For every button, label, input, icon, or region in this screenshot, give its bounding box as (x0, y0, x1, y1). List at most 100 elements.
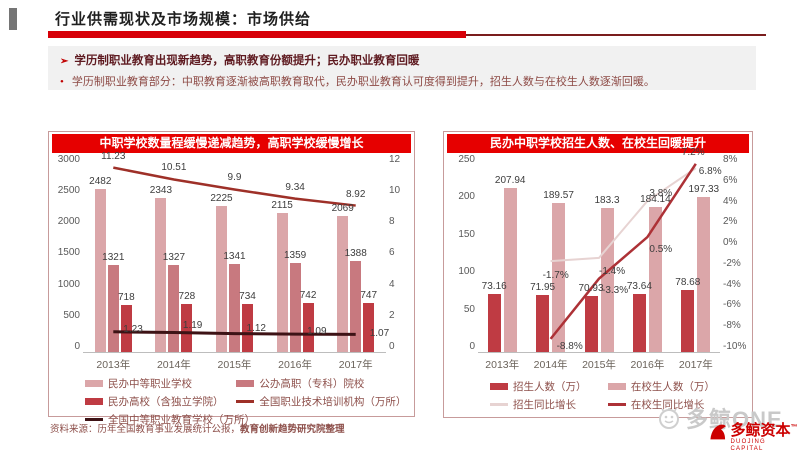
axis-tick: 1000 (57, 278, 80, 290)
axis-tick: 6 (389, 247, 395, 259)
legend-label: 全国职业技术培训机构（万所） (259, 396, 407, 408)
bar-value-label: 207.94 (494, 175, 526, 187)
line-value-label: -3.3% (602, 284, 629, 296)
legend-item: 民办中等职业学校 (85, 376, 236, 391)
line-value-label: 3.8% (649, 187, 673, 199)
bar-value-label: 197.33 (688, 183, 720, 195)
line-value-label: 1.07 (369, 328, 390, 340)
bar-segment (600, 207, 614, 352)
axis-tick: 6% (723, 174, 738, 186)
headline-bullet: ➢ 学历制职业教育出现新趋势，高职教育份额提升；民办职业教育回暖 (60, 52, 744, 68)
brand-name: 多鲸资本™ (731, 420, 800, 439)
source-note: 资料来源：历年全国教育事业发展统计公报，教育创新趋势研究院整理 (50, 421, 345, 435)
bar-segment (155, 198, 167, 352)
axis-tick: 4% (723, 195, 738, 207)
legend-item: 在校生同比增长 (607, 397, 726, 412)
axis-tick: 0% (723, 237, 738, 249)
page-title: 行业供需现状及市场规模：市场供给 (55, 12, 312, 28)
line-value-label: 11.23 (101, 150, 126, 162)
bar-value-label: 71.95 (530, 282, 556, 294)
legend-line-swatch (85, 418, 103, 421)
right-chart: 民办中职学校招生人数、在校生回暖提升 250 200 150 100 50 0 73.16 71… (443, 131, 753, 418)
bar-value-label: 728 (178, 291, 196, 303)
axis-tick: 2500 (57, 185, 80, 197)
title-underline-thick (48, 31, 466, 38)
bar-value-label: 2343 (149, 185, 173, 197)
legend-item: 民办高校（含独立学院） (85, 394, 236, 409)
legend-line-swatch (236, 400, 255, 403)
source-bold: 教育创新趋势研究院整理 (240, 425, 345, 435)
legend-item: 招生人数（万） (490, 379, 608, 394)
axis-tick: -6% (723, 299, 741, 311)
legend-label: 在校生人数（万） (630, 381, 715, 393)
bar-segment (584, 296, 598, 352)
axis-tick: 3000 (57, 154, 80, 165)
x-axis-label: 2017年 (338, 359, 373, 371)
bar-value-label: 1341 (223, 250, 246, 262)
legend-item: 公办高职（专科）院校 (236, 376, 387, 391)
legend-label: 招生人数（万） (513, 381, 587, 393)
chart-plot-row: 3000 2500 2000 1500 1000 500 0 2482 2343 2225 2115… (49, 151, 414, 353)
chart-plot-row: 250 200 150 100 50 0 73.16 71.95 70.93 73.64 78.68… (444, 147, 752, 353)
bar-segment (94, 189, 106, 352)
axis-tick: -10% (723, 340, 747, 352)
axis-tick: 500 (63, 309, 80, 321)
bar-value-label: 189.57 (543, 189, 574, 201)
legend-item: 全国中等职业教育学校（万所） (85, 412, 255, 427)
right-axis: 8% 6% 4% 2% 0% -2% -4% -6% -8% -10% (720, 155, 748, 352)
x-axis-label: 2015年 (582, 359, 616, 371)
axis-tick: -8% (723, 320, 741, 332)
axis-tick: 50 (463, 303, 475, 315)
axis-tick: 200 (458, 191, 475, 203)
brand-subtitle: DUOJING CAPITAL (730, 439, 766, 450)
source-prefix: 资料来源：历年全国教育事业发展统计公报， (50, 425, 241, 435)
axis-tick: 2000 (57, 216, 80, 228)
line-value-label: 6.8% (698, 166, 722, 178)
legend: 招生人数（万） 在校生人数（万） 招生同比增长 在校生同比增长 (444, 379, 752, 415)
bar-segment (350, 260, 362, 352)
x-axis-label: 2013年 (96, 359, 131, 371)
legend: 民办中等职业学校 公办高职（专科）院校 民办高校（含独立学院） 全国职业技术培训机构（… (49, 376, 414, 430)
x-axis-label: 2014年 (156, 359, 191, 371)
bar-segment (168, 264, 180, 352)
bar-value-label: 742 (299, 290, 317, 302)
axis-tick: 8 (389, 216, 395, 228)
legend-bar-swatch (236, 380, 255, 387)
line-value-label: 1.23 (123, 323, 143, 335)
bar-segment (681, 290, 695, 352)
legend-item: 在校生人数（万） (607, 379, 726, 394)
chart-title: 民办中职学校招生人数、在校生回暖提升 (447, 134, 749, 153)
bar-value-label: 747 (360, 289, 378, 301)
axis-tick: 12 (389, 154, 401, 165)
x-axis-label: 2017年 (678, 359, 713, 371)
axis-tick: 150 (458, 228, 475, 240)
axis-tick: 2% (723, 216, 738, 228)
smiley-icon (659, 408, 679, 429)
bar-segment (536, 295, 550, 352)
bar-segment (276, 213, 288, 352)
bar-segment (229, 263, 240, 352)
axis-tick: 100 (458, 266, 475, 278)
summary-box: ➢ 学历制职业教育出现新趋势，高职教育份额提升；民办职业教育回暖 • 学历制职业教育… (48, 46, 756, 90)
line-value-label: 7.2% (681, 146, 705, 158)
axis-tick: 8% (723, 154, 738, 165)
title-underline-thin (466, 34, 766, 36)
x-axis-label: 2013年 (485, 359, 520, 371)
headline-text: 学历制职业教育出现新趋势，高职教育份额提升；民办职业教育回暖 (74, 55, 420, 67)
line-value-label: -8.8% (556, 340, 583, 352)
axis-tick: 4 (389, 278, 395, 290)
axis-tick: -4% (723, 278, 741, 290)
bar-value-label: 73.64 (626, 280, 652, 292)
brand-tm: ™ (790, 424, 798, 431)
axis-tick: 10 (389, 185, 401, 197)
bar-segment (302, 303, 314, 352)
bar-segment (120, 304, 132, 352)
legend-label: 全国中等职业教育学校（万所） (108, 414, 255, 426)
line-value-label: 8.92 (345, 188, 366, 200)
axis-tick: 2 (389, 309, 395, 321)
brand-logo: 多鲸资本™ DUOJING CAPITAL (708, 420, 800, 450)
bar-segment (697, 196, 711, 352)
bar-value-label: 734 (239, 290, 256, 302)
legend-bar-swatch (85, 380, 103, 387)
